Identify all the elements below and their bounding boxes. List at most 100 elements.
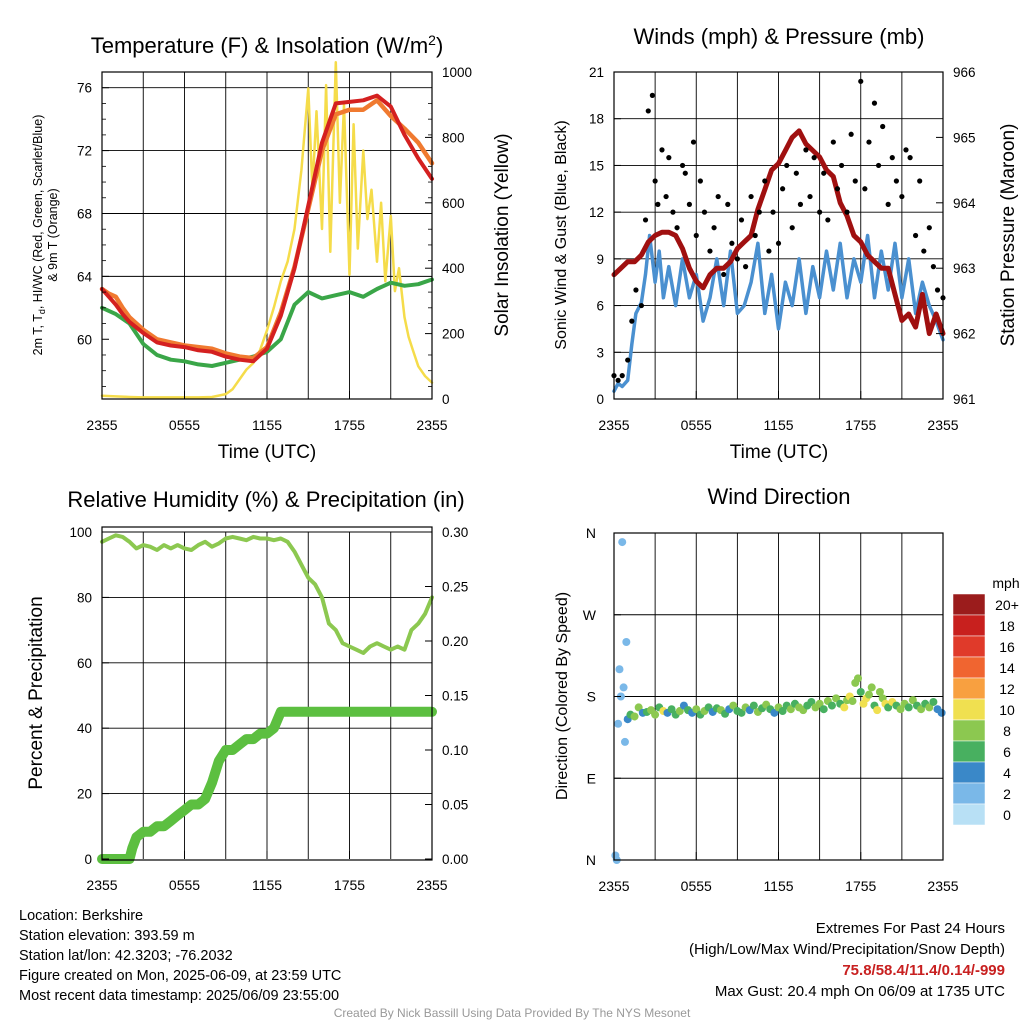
legend-swatch bbox=[952, 593, 986, 616]
gust-point bbox=[642, 217, 649, 223]
direction-point bbox=[620, 737, 629, 746]
gust-point bbox=[674, 225, 680, 231]
direction-point bbox=[807, 697, 816, 706]
direction-point bbox=[873, 706, 882, 715]
wind-y2tick-label: 965 bbox=[953, 130, 976, 145]
legend-label: 0 bbox=[1003, 807, 1011, 823]
extremes-values: 75.8/58.4/11.4/0.14/-999 bbox=[842, 962, 1005, 979]
direction-point bbox=[896, 705, 905, 714]
gust-point bbox=[889, 155, 895, 161]
gust-point bbox=[811, 155, 817, 161]
direction-point bbox=[667, 705, 676, 714]
direction-point bbox=[884, 703, 893, 712]
legend-label: 2 bbox=[1003, 786, 1011, 802]
wind-ytick-label: 18 bbox=[589, 112, 604, 127]
rh-ytick-label: 80 bbox=[77, 590, 92, 605]
gust-point bbox=[701, 209, 708, 215]
gust-point bbox=[880, 123, 886, 130]
legend-swatch bbox=[952, 803, 986, 826]
gust-point bbox=[821, 170, 827, 176]
wind-y2tick-label: 964 bbox=[953, 196, 976, 211]
direction-point bbox=[778, 707, 787, 716]
gust-point bbox=[817, 209, 823, 215]
gust-point bbox=[875, 162, 882, 169]
pressure-line bbox=[611, 128, 946, 337]
direction-point bbox=[917, 705, 926, 714]
gust-point bbox=[830, 139, 836, 145]
gust-point bbox=[871, 100, 878, 106]
gust-point bbox=[926, 225, 932, 231]
gust-point bbox=[615, 377, 621, 383]
winds-panel: Winds (mph) & Pressure (mb) 2355 0555 1155… bbox=[553, 24, 1019, 463]
gust-point bbox=[825, 217, 831, 223]
wind-xtick-label: 1155 bbox=[763, 417, 793, 433]
wind-ytick-label: 0 bbox=[596, 392, 604, 407]
wind-y2tick-label: 963 bbox=[953, 261, 976, 276]
gust-point bbox=[693, 232, 699, 239]
direction-point bbox=[614, 719, 623, 728]
wind-xtick-label: 1755 bbox=[845, 417, 876, 433]
temp-y2tick-label: 200 bbox=[442, 327, 465, 342]
gust-point bbox=[793, 170, 799, 176]
gust-point bbox=[682, 170, 688, 176]
dir-ytick-label: N bbox=[586, 852, 596, 868]
direction-point bbox=[937, 708, 946, 717]
wind-speed-line bbox=[612, 233, 945, 393]
gust-point bbox=[762, 178, 768, 184]
legend-label: 10 bbox=[999, 702, 1015, 718]
legend-swatch bbox=[952, 614, 986, 637]
dir-xtick-label: 1755 bbox=[845, 878, 876, 894]
dir-xtick-label: 1155 bbox=[763, 878, 793, 894]
precip-y2tick-label: 0.25 bbox=[442, 580, 468, 595]
gust-point bbox=[743, 264, 749, 270]
gust-point bbox=[666, 155, 672, 161]
gust-point bbox=[848, 131, 854, 137]
gust-point bbox=[775, 240, 782, 246]
wind-direction-panel: Wind Direction 2355 0555 1155 1755 2355NESWN… bbox=[554, 484, 1020, 894]
dir-xtick-label: 2355 bbox=[927, 878, 958, 894]
dir-ytick-label: N bbox=[586, 525, 596, 541]
temp-y2tick-label: 600 bbox=[442, 196, 465, 211]
gust-point bbox=[697, 178, 703, 184]
gust-point bbox=[652, 178, 658, 184]
gust-point bbox=[633, 287, 639, 293]
gust-point bbox=[803, 147, 809, 153]
gust-point bbox=[807, 193, 813, 200]
precip-y2tick-label: 0.00 bbox=[442, 852, 468, 867]
temp-xtick-label: 1155 bbox=[252, 417, 282, 433]
gust-point bbox=[734, 256, 740, 262]
precip-y2tick-label: 0.30 bbox=[442, 525, 468, 540]
solar-ylabel: Solar Insolation (Yellow) bbox=[492, 133, 513, 336]
dir-ytick-label: S bbox=[587, 689, 596, 705]
temp-y2tick-label: 1000 bbox=[442, 65, 472, 80]
direction-point bbox=[622, 638, 631, 646]
wind-ytick-label: 12 bbox=[589, 205, 604, 220]
direction-point bbox=[867, 683, 876, 692]
recent-timestamp: Most recent data timestamp: 2025/06/09 2… bbox=[19, 988, 340, 1004]
direction-point bbox=[904, 703, 913, 712]
direction-point bbox=[786, 705, 795, 714]
legend-swatch bbox=[952, 782, 986, 805]
legend-swatch bbox=[952, 698, 986, 721]
dir-ytick-label: W bbox=[583, 607, 597, 623]
gust-point bbox=[707, 248, 713, 254]
credit-line: Created By Nick Bassill Using Data Provi… bbox=[333, 1006, 691, 1020]
gust-point bbox=[686, 201, 692, 207]
gust-point bbox=[649, 92, 655, 98]
legend-label: 8 bbox=[1003, 723, 1011, 739]
gust-point bbox=[934, 287, 941, 293]
gust-point bbox=[738, 217, 745, 223]
gust-point bbox=[690, 139, 697, 145]
dir-xtick-label: 2355 bbox=[598, 878, 629, 894]
gust-point bbox=[715, 193, 721, 200]
direction-point bbox=[615, 665, 624, 674]
legend-label: 4 bbox=[1003, 765, 1011, 781]
gust-point bbox=[866, 139, 872, 145]
direction-point bbox=[848, 697, 857, 706]
rh-ytick-label: 0 bbox=[84, 852, 92, 867]
wind-ytick-label: 3 bbox=[596, 345, 604, 360]
direction-point bbox=[819, 705, 828, 714]
rh-xtick-label: 2355 bbox=[86, 877, 117, 893]
legend-swatch bbox=[952, 740, 986, 763]
winds-ylabel: Sonic Wind & Gust (Blue, Black) bbox=[553, 120, 570, 349]
